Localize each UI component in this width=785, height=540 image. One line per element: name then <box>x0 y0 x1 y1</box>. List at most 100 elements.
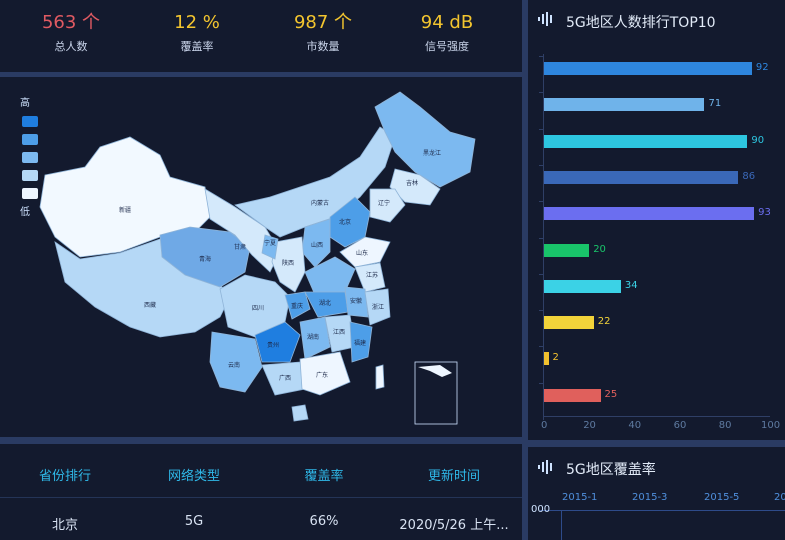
province-fujian <box>349 321 373 363</box>
bar-value-label: 93 <box>758 207 771 219</box>
province-label: 湖北 <box>319 299 331 307</box>
bar[interactable] <box>544 62 752 75</box>
legend-low-label: 低 <box>20 207 30 218</box>
y-tick-mark <box>539 201 543 203</box>
province-label: 重庆 <box>291 302 303 310</box>
table-row-divider <box>0 497 522 498</box>
province-label: 四川 <box>252 305 264 312</box>
stat-label: 信号强度 <box>425 40 469 53</box>
stat-value: 12 % <box>174 12 220 33</box>
province-label: 广东 <box>316 371 328 379</box>
coverage-x-axis <box>540 510 785 511</box>
table-header-network[interactable]: 网络类型 <box>167 469 220 484</box>
province-label: 浙江 <box>372 303 384 311</box>
legend-swatch[interactable] <box>22 152 38 163</box>
bar[interactable] <box>544 243 590 257</box>
province-label: 陕西 <box>282 259 294 267</box>
y-tick-mark <box>539 382 543 384</box>
province-label: 甘肃 <box>234 243 246 251</box>
china-map[interactable]: 新疆 西藏 青海 甘肃 内蒙古 黑龙江 吉林 辽宁 北京 宁夏 陕西 山西 山东… <box>0 77 522 437</box>
coverage-x-tick: 2015-1 <box>562 492 598 503</box>
legend-high-label: 高 <box>20 98 30 109</box>
divider <box>528 440 785 447</box>
province-sichuan <box>219 274 291 338</box>
table-cell-province: 北京 <box>51 518 78 533</box>
province-gansu <box>204 188 281 273</box>
province-chongqing <box>284 291 311 320</box>
bar[interactable] <box>544 279 621 293</box>
province-yunnan <box>209 331 263 393</box>
province-label: 湖南 <box>307 333 319 341</box>
province-label: 福建 <box>354 339 366 347</box>
bar-value-label: 2 <box>552 352 559 364</box>
divider <box>0 72 522 77</box>
signal-wave-icon <box>538 460 552 474</box>
legend-swatch[interactable] <box>22 116 38 127</box>
table-cell-coverage: 66% <box>309 514 339 529</box>
south-sea-inset <box>414 361 458 425</box>
province-henan <box>304 256 356 296</box>
province-label: 宁夏 <box>264 239 276 247</box>
coverage-y-tick: 000 <box>531 504 551 515</box>
province-label: 山东 <box>356 249 368 257</box>
province-guizhou <box>254 321 301 363</box>
province-label: 内蒙古 <box>311 199 329 207</box>
y-tick-mark <box>539 164 543 166</box>
province-ningxia <box>261 234 279 260</box>
table-header-coverage[interactable]: 覆盖率 <box>304 469 344 484</box>
y-tick-mark <box>539 237 543 239</box>
bar[interactable] <box>544 170 739 184</box>
bar-value-label: 71 <box>708 98 722 110</box>
bar[interactable] <box>544 352 549 366</box>
map-legend: 高 低 <box>20 94 38 218</box>
divider <box>0 437 522 444</box>
province-label: 西藏 <box>144 301 156 309</box>
province-guangdong <box>299 351 351 396</box>
top10-bar-chart: 92 71 90 86 93 20 34 22 2 25 0 20 40 60 80 100 <box>528 40 785 440</box>
province-heilongjiang <box>374 91 476 188</box>
bar[interactable] <box>544 98 705 112</box>
stat-value: 94 dB <box>420 12 474 33</box>
province-qinghai <box>159 226 251 288</box>
y-tick-mark <box>539 310 543 312</box>
stat-coverage: 12 % 覆盖率 <box>132 10 262 54</box>
table-cell-network: 5G <box>184 514 204 529</box>
bar[interactable] <box>544 134 748 148</box>
y-tick-mark <box>539 128 543 130</box>
province-jiangsu <box>354 262 386 293</box>
province-hainan <box>291 404 309 422</box>
province-label: 贵州 <box>267 341 279 349</box>
y-tick-mark <box>539 346 543 348</box>
stat-label: 市数量 <box>306 40 340 53</box>
coverage-title: 5G地区覆盖率 <box>566 462 656 478</box>
stat-total-people: 563 个 总人数 <box>6 10 136 54</box>
ranking-table <box>0 444 522 540</box>
legend-swatch[interactable] <box>22 170 38 181</box>
bar-value-label: 22 <box>597 316 611 328</box>
bar-value-label: 25 <box>604 388 618 400</box>
stat-value: 987 个 <box>293 12 353 33</box>
province-label: 北京 <box>339 218 351 226</box>
province-hunan <box>299 316 331 360</box>
province-label: 新疆 <box>119 206 131 214</box>
stats-panel: 563 个 总人数 12 % 覆盖率 987 个 市数量 94 dB 信号强度 <box>0 0 522 72</box>
province-label: 广西 <box>279 374 291 382</box>
coverage-y-axis <box>561 510 562 540</box>
table-header-province[interactable]: 省份排行 <box>38 469 91 484</box>
legend-swatch[interactable] <box>22 188 38 199</box>
bar[interactable] <box>544 207 755 221</box>
province-anhui <box>344 286 369 318</box>
province-label: 云南 <box>228 361 240 369</box>
province-label: 吉林 <box>406 179 418 187</box>
x-axis-line <box>543 416 770 417</box>
province-label: 安徽 <box>350 297 362 305</box>
table-header-updated[interactable]: 更新时间 <box>427 469 480 484</box>
x-tick-label: 20 <box>583 420 596 431</box>
signal-wave-icon <box>538 12 552 26</box>
legend-swatch[interactable] <box>22 134 38 145</box>
bar[interactable] <box>544 316 594 330</box>
bar[interactable] <box>544 388 601 402</box>
table-cell-updated: 2020/5/26 上午... <box>399 518 509 533</box>
province-taiwan <box>375 364 385 390</box>
